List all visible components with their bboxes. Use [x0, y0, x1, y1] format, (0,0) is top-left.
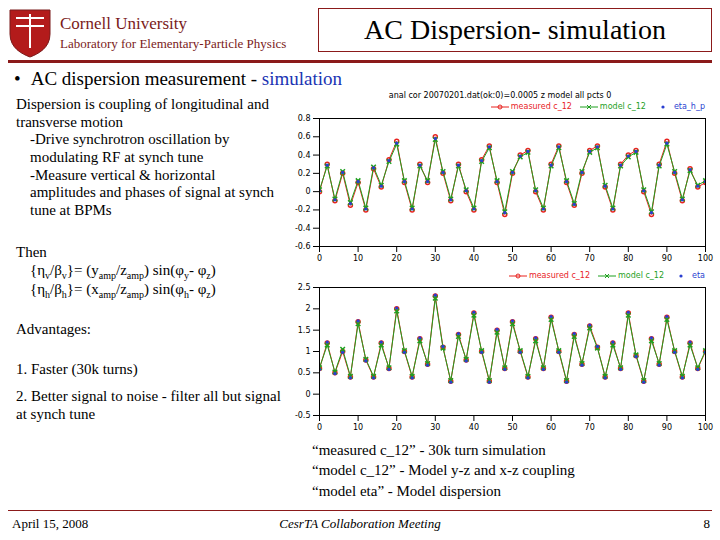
svg-text:80: 80: [623, 254, 633, 263]
html-text:model c_12: model c_12: [599, 102, 646, 111]
html-text:AC dispersion measurement - si: AC dispersion measurement - simulation: [30, 68, 342, 89]
svg-text:80: 80: [623, 423, 633, 432]
html-text:Advantages:: Advantages:: [16, 321, 91, 338]
svg-text:40: 40: [469, 254, 479, 263]
svg-text:0: 0: [317, 254, 322, 263]
svg-text:-0.5: -0.5: [295, 411, 311, 420]
svg-text:90: 90: [662, 423, 672, 432]
html-text:Cornell University: Cornell University: [60, 14, 187, 33]
html-text:{ηv/βv}= (yamp/zamp) sin(φy- φ: {ηv/βv}= (yamp/zamp) sin(φy- φz): [30, 261, 216, 281]
html-text:“measured c_12” - 30k turn sim: “measured c_12” - 30k turn simulation: [312, 442, 546, 458]
html-text:8: 8: [703, 516, 710, 531]
svg-text:2.5: 2.5: [298, 283, 311, 292]
svg-text:-0.6: -0.6: [295, 242, 311, 251]
svg-text:50: 50: [507, 423, 517, 432]
svg-text:0: 0: [317, 423, 322, 432]
html-text:eta: eta: [692, 271, 705, 280]
svg-text:20: 20: [392, 423, 402, 432]
svg-text:-0.4: -0.4: [295, 224, 311, 233]
html-text:Dispersion is coupling of long: Dispersion is coupling of longitudinal a…: [16, 96, 269, 130]
html-text:CesrTA Collaboration Meeting: CesrTA Collaboration Meeting: [279, 516, 441, 531]
html-text:“model c_12” - Model y-z and x: “model c_12” - Model y-z and x-z couplin…: [312, 462, 575, 479]
svg-text:0.6: 0.6: [298, 132, 311, 141]
html-text:anal cor 20070201.dat(ok:0)=0.: anal cor 20070201.dat(ok:0)=0.0005 z mod…: [388, 91, 612, 100]
svg-text:1: 1: [305, 347, 310, 356]
html-text:eta_h_p: eta_h_p: [673, 102, 705, 111]
svg-text:10: 10: [353, 423, 363, 432]
svg-text:100: 100: [698, 254, 713, 263]
svg-text:0: 0: [305, 187, 310, 196]
svg-text:0.5: 0.5: [298, 368, 311, 377]
svg-text:0.8: 0.8: [298, 114, 311, 123]
svg-text:40: 40: [469, 423, 479, 432]
svg-text:0.4: 0.4: [298, 151, 311, 160]
html-text:measured c_12: measured c_12: [528, 271, 590, 280]
svg-text:2: 2: [305, 304, 310, 313]
svg-text:20: 20: [392, 254, 402, 263]
svg-text:60: 60: [546, 254, 556, 263]
html-text:“model eta” - Model dispersion: “model eta” - Model dispersion: [312, 482, 502, 499]
svg-text:0: 0: [305, 390, 310, 399]
html-text:model c_12: model c_12: [618, 271, 664, 280]
html-text:April 15, 2008: April 15, 2008: [12, 516, 89, 531]
svg-text:10: 10: [353, 254, 363, 263]
svg-text:1.5: 1.5: [298, 326, 311, 335]
html-text:Then: Then: [16, 243, 47, 260]
svg-text:30: 30: [430, 254, 440, 263]
svg-text:90: 90: [662, 254, 672, 263]
html-text:{ηh/βh}= (xamp/zamp) sin(φh- φ: {ηh/βh}= (xamp/zamp) sin(φh- φz): [30, 281, 216, 301]
html-text:AC Dispersion- simulation: AC Dispersion- simulation: [364, 14, 666, 45]
svg-text:50: 50: [507, 254, 517, 263]
html-text:-Measure vertical & horizontal: -Measure vertical & horizontal amplitude…: [30, 166, 275, 219]
svg-text:70: 70: [585, 423, 595, 432]
svg-text:70: 70: [585, 254, 595, 263]
svg-text:100: 100: [698, 423, 713, 432]
html-text:Laboratory for Elementary-Part: Laboratory for Elementary-Particle Physi…: [60, 36, 287, 51]
svg-text:30: 30: [430, 423, 440, 432]
html-text:1. Faster (30k turns): 1. Faster (30k turns): [16, 360, 138, 377]
svg-text:0.2: 0.2: [298, 169, 311, 178]
html-text:measured c_12: measured c_12: [510, 102, 572, 111]
svg-text:60: 60: [546, 423, 556, 432]
html-text:-Drive synchrotron oscillation: -Drive synchrotron oscillation by modula…: [30, 131, 230, 166]
svg-text:-0.2: -0.2: [295, 205, 311, 214]
html-text:2. Better signal to noise - fi: 2. Better signal to noise - filter all b…: [16, 388, 281, 423]
